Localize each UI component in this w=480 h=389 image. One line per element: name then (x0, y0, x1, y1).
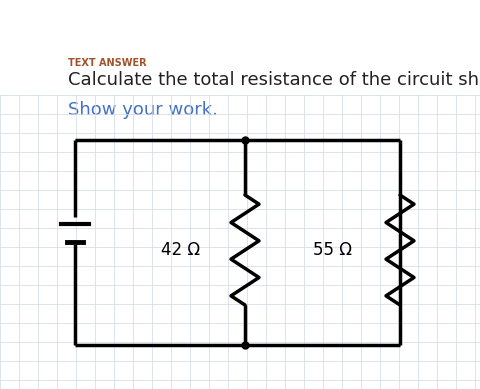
Text: Calculate the total resistance of the circuit shown below.: Calculate the total resistance of the ci… (68, 71, 480, 89)
Text: TEXT ANSWER: TEXT ANSWER (68, 58, 146, 68)
Text: 55 Ω: 55 Ω (313, 241, 352, 259)
Text: 42 Ω: 42 Ω (161, 241, 200, 259)
Text: Show your work.: Show your work. (68, 101, 217, 119)
